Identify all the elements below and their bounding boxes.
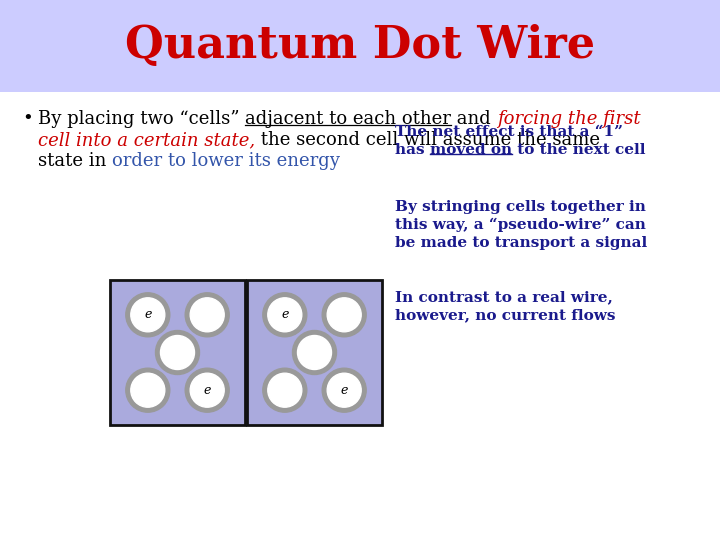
- Circle shape: [156, 330, 199, 375]
- Text: and: and: [451, 110, 497, 128]
- Text: e: e: [144, 308, 151, 321]
- Bar: [0, 0, 720, 92]
- Text: Quantum Dot Wire: Quantum Dot Wire: [125, 24, 595, 68]
- Text: The net effect is that a “1”: The net effect is that a “1”: [395, 125, 623, 139]
- Circle shape: [126, 368, 170, 412]
- Circle shape: [292, 330, 336, 375]
- Text: adjacent to each other: adjacent to each other: [246, 110, 451, 128]
- Text: cell into a certain state,: cell into a certain state,: [38, 131, 255, 149]
- Circle shape: [297, 335, 331, 369]
- Circle shape: [263, 293, 307, 337]
- Circle shape: [323, 293, 366, 337]
- Bar: [247, 280, 382, 425]
- Text: By placing two “cells”: By placing two “cells”: [38, 110, 246, 128]
- Circle shape: [126, 293, 170, 337]
- Text: order to lower its energy: order to lower its energy: [112, 152, 340, 170]
- Text: •: •: [22, 110, 32, 128]
- Text: has: has: [395, 143, 430, 157]
- Circle shape: [327, 298, 361, 332]
- Text: this way, a “pseudo-wire” can: this way, a “pseudo-wire” can: [395, 218, 646, 232]
- Circle shape: [323, 368, 366, 412]
- Circle shape: [161, 335, 194, 369]
- Circle shape: [327, 373, 361, 407]
- Circle shape: [263, 368, 307, 412]
- Circle shape: [131, 373, 165, 407]
- Text: however, no current flows: however, no current flows: [395, 308, 616, 322]
- Text: moved on: moved on: [430, 143, 512, 157]
- Circle shape: [268, 373, 302, 407]
- Text: be made to transport a signal: be made to transport a signal: [395, 236, 647, 250]
- Circle shape: [190, 373, 224, 407]
- Text: forcing the first: forcing the first: [497, 110, 640, 128]
- Circle shape: [131, 298, 165, 332]
- Text: e: e: [341, 384, 348, 397]
- Text: By stringing cells together in: By stringing cells together in: [395, 200, 646, 214]
- Text: e: e: [204, 384, 211, 397]
- Text: e: e: [281, 308, 289, 321]
- Circle shape: [268, 298, 302, 332]
- Text: state in: state in: [38, 152, 112, 170]
- Circle shape: [190, 298, 224, 332]
- Text: In contrast to a real wire,: In contrast to a real wire,: [395, 290, 613, 304]
- Bar: [110, 280, 245, 425]
- Text: to the next cell: to the next cell: [512, 143, 646, 157]
- Circle shape: [185, 293, 229, 337]
- Circle shape: [185, 368, 229, 412]
- Text: the second cell will assume the same: the second cell will assume the same: [255, 131, 600, 149]
